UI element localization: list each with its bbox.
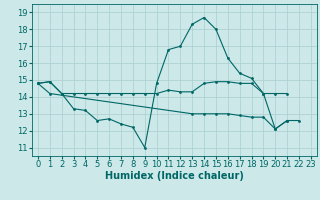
X-axis label: Humidex (Indice chaleur): Humidex (Indice chaleur) bbox=[105, 171, 244, 181]
